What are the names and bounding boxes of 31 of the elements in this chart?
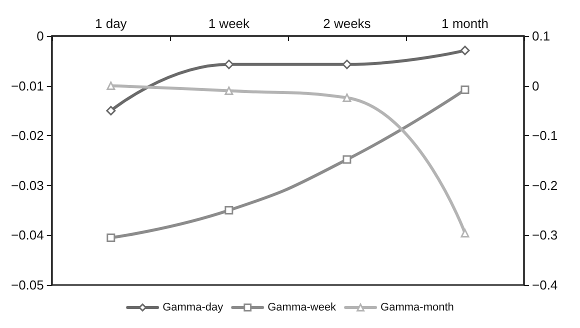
x-tick-label: 1 week xyxy=(208,16,250,31)
point xyxy=(460,46,470,56)
y2-tick-label: −0.2 xyxy=(532,178,558,193)
x-tick-label: 1 month xyxy=(441,16,488,31)
y-tick-label: −0.03 xyxy=(10,178,44,193)
point xyxy=(342,155,352,164)
y-tick-label: −0.01 xyxy=(10,78,44,94)
point xyxy=(224,206,234,215)
point xyxy=(106,233,116,242)
y-tick-label: 0 xyxy=(36,28,44,44)
x-tick-label: 1 day xyxy=(95,16,128,31)
y2-tick-label: −0.1 xyxy=(532,128,558,144)
legend-label: Gamma-day xyxy=(162,302,224,314)
point xyxy=(106,82,116,90)
y2-tick-label: 0.1 xyxy=(532,28,550,44)
point xyxy=(342,60,352,70)
point xyxy=(342,94,352,102)
legend-label: Gamma-week xyxy=(268,302,337,314)
point xyxy=(224,60,234,70)
point xyxy=(224,86,234,96)
y-tick-label: −0.05 xyxy=(10,278,44,292)
point xyxy=(460,86,470,94)
y2-tick-label: −0.4 xyxy=(532,278,558,292)
x-tick-label: 2 weeks xyxy=(323,16,372,31)
y2-tick-label: 0 xyxy=(532,78,540,94)
point xyxy=(106,106,116,116)
y2-tick-label: −0.3 xyxy=(532,228,558,243)
y-tick-label: −0.02 xyxy=(10,128,44,144)
point xyxy=(460,228,470,238)
y-tick-label: −0.04 xyxy=(10,228,44,243)
legend-label: Gamma-month xyxy=(380,302,454,314)
